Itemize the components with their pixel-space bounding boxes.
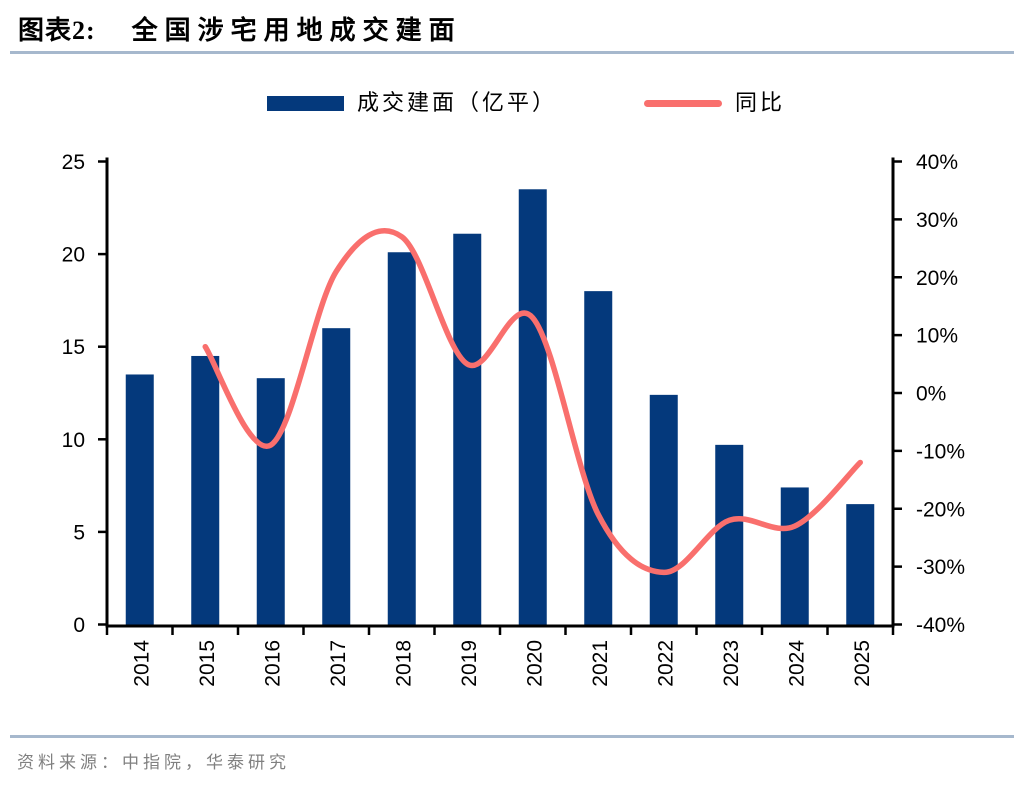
legend-item-bar: 成交建面（亿平）: [267, 90, 557, 116]
x-axis-category-label: 2023: [720, 640, 743, 687]
x-axis-category-label: 2014: [130, 640, 153, 687]
x-axis-category-label: 2024: [785, 640, 808, 687]
right-axis-tick-label: -30%: [916, 556, 965, 579]
left-axis-tick-label: 10: [62, 429, 85, 452]
left-axis-tick-label: 0: [73, 614, 85, 637]
right-axis-tick-label: -20%: [916, 498, 965, 521]
bar-2022: [649, 394, 678, 626]
bar-2018: [387, 252, 416, 627]
x-axis-category-label: 2015: [196, 640, 219, 687]
title-divider: [10, 51, 1014, 54]
line-series-label: 同比: [735, 90, 786, 115]
bar-2023: [715, 444, 744, 626]
page-title: 全国涉宅用地成交建面: [131, 16, 462, 45]
x-axis-category-label: 2020: [523, 640, 546, 687]
x-axis-category-label: 2017: [327, 640, 350, 687]
figure-number: 图表2:: [18, 16, 96, 45]
line-series-swatch: [644, 99, 722, 107]
x-axis-category-label: 2025: [851, 640, 874, 687]
x-axis-category-label: 2018: [392, 640, 415, 687]
right-axis-tick-label: 20%: [916, 267, 958, 290]
x-axis-category-label: 2016: [261, 640, 284, 687]
bar-2014: [125, 374, 154, 626]
source-note: 资料来源：中指院，华泰研究: [17, 753, 290, 772]
right-axis-tick-label: 0%: [916, 383, 946, 406]
figure-header: 图表2: 全国涉宅用地成交建面: [18, 10, 462, 47]
right-axis-tick-label: -40%: [916, 614, 965, 637]
right-axis-tick-label: 10%: [916, 325, 958, 348]
x-axis-category-label: 2019: [458, 640, 481, 687]
yoy-line: [202, 228, 863, 576]
bar-2021: [584, 291, 613, 626]
right-axis-tick-label: -10%: [916, 440, 965, 463]
left-axis-tick-label: 20: [62, 244, 85, 267]
bar-series-label: 成交建面（亿平）: [357, 90, 558, 115]
bar-2025: [846, 504, 875, 626]
bar-2019: [453, 233, 482, 626]
right-axis-tick-label: 40%: [916, 151, 958, 174]
footer-divider: [10, 735, 1014, 738]
x-axis-category-label: 2021: [589, 640, 612, 687]
legend-item-line: 同比: [644, 90, 785, 116]
left-axis-tick-label: 25: [62, 151, 85, 174]
bar-2015: [191, 355, 220, 626]
right-axis-tick-label: 30%: [916, 209, 958, 232]
bar-2024: [780, 487, 809, 626]
bar-2016: [256, 378, 285, 626]
x-axis-category-label: 2022: [654, 640, 677, 687]
left-axis-tick-label: 5: [73, 521, 85, 544]
bar-2020: [518, 189, 547, 626]
bar-series-swatch: [267, 95, 344, 111]
bar-2017: [322, 328, 351, 626]
left-axis-tick-label: 15: [62, 336, 85, 359]
